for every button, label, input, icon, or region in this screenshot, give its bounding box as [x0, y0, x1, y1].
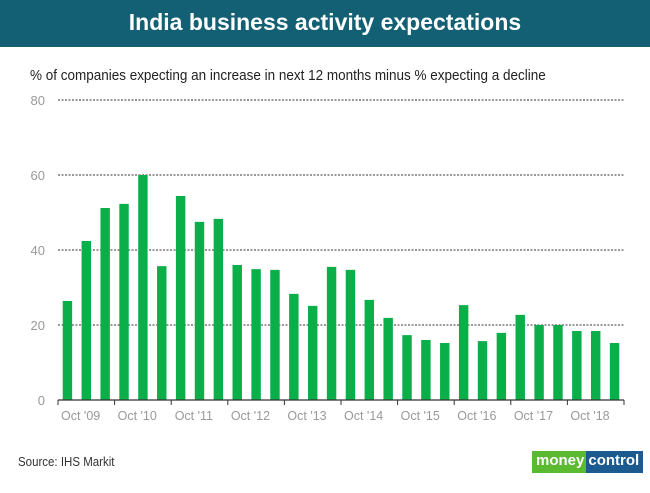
bar	[100, 208, 110, 400]
y-tick-label: 60	[31, 168, 45, 183]
bar	[421, 340, 431, 400]
x-tick-label: Oct '18	[570, 409, 609, 423]
bar	[402, 335, 412, 400]
bar	[572, 331, 582, 400]
x-tick-label: Oct '16	[457, 409, 496, 423]
source-note: Source: IHS Markit	[18, 455, 115, 469]
bar	[326, 266, 337, 400]
bar	[175, 196, 186, 400]
bar	[458, 305, 469, 400]
x-tick-label: Oct '12	[231, 409, 270, 423]
chart-subtitle: % of companies expecting an increase in …	[30, 68, 546, 84]
bar	[515, 314, 525, 400]
y-tick-label: 0	[38, 393, 45, 408]
x-axis-ticks: Oct '09 Oct '10 Oct '11 Oct '12 Oct '13 Oct '…	[57, 400, 625, 423]
bar	[81, 241, 92, 400]
logo-part-money: money	[532, 451, 587, 473]
bar	[157, 266, 167, 400]
x-tick-label: Oct '09	[61, 409, 100, 423]
bar	[590, 331, 601, 400]
x-tick-label: Oct '13	[287, 409, 326, 423]
bars	[62, 175, 620, 400]
y-tick-label: 80	[31, 93, 45, 108]
bar	[62, 301, 73, 400]
y-axis-ticks: 0 20 40 60 80	[31, 93, 45, 408]
bar	[289, 293, 299, 400]
x-tick-label: Oct '14	[344, 409, 383, 423]
bar	[232, 265, 242, 400]
bar	[119, 203, 129, 400]
bar	[270, 269, 280, 400]
bar	[496, 332, 507, 400]
bar	[383, 317, 393, 400]
logo-part-control: control	[586, 451, 644, 473]
moneycontrol-logo[interactable]: money control	[532, 451, 644, 473]
bar	[609, 343, 620, 400]
x-tick-label: Oct '17	[514, 409, 553, 423]
bar	[534, 325, 544, 400]
bar	[477, 341, 488, 400]
bar	[364, 299, 375, 400]
x-tick-label: Oct '10	[118, 409, 157, 423]
bar	[194, 221, 205, 400]
bar	[138, 175, 148, 400]
y-tick-label: 20	[31, 318, 45, 333]
bar	[553, 325, 563, 400]
bar	[345, 269, 356, 400]
x-tick-label: Oct '15	[401, 409, 440, 423]
bar	[440, 343, 450, 400]
bar	[213, 218, 224, 400]
header-banner: India business activity expectations	[0, 0, 650, 47]
chart-title: India business activity expectations	[128, 9, 522, 35]
x-tick-label: Oct '11	[175, 409, 213, 423]
bar	[251, 269, 261, 400]
y-tick-label: 40	[31, 243, 45, 258]
bar	[307, 305, 318, 400]
